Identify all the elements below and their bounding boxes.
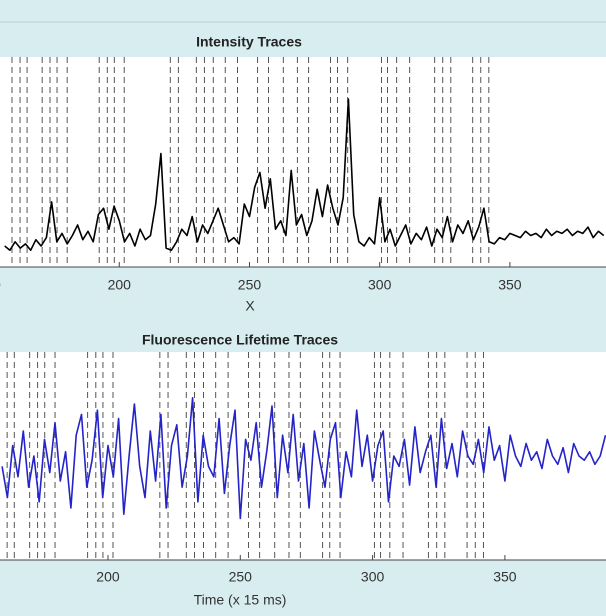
trace-line (1, 397, 606, 520)
x-tick-label: 350 (493, 569, 517, 585)
chart-title: Intensity Traces (196, 34, 302, 50)
x-tick-label: 300 (368, 277, 392, 293)
x-tick-label: 200 (96, 569, 120, 585)
trace-line (4, 98, 605, 251)
plot-area (0, 57, 606, 267)
plot-area (0, 352, 606, 560)
x-tick-label: 300 (361, 569, 385, 585)
x-axis-label: X (245, 298, 255, 314)
x-axis-label: Time (x 15 ms) (194, 592, 287, 608)
x-tick-label: 150 (0, 277, 1, 293)
x-tick-label: 200 (108, 277, 132, 293)
x-tick-label: 250 (229, 569, 253, 585)
x-tick-label: 250 (238, 277, 262, 293)
chart-title: Fluorescence Lifetime Traces (142, 332, 338, 348)
x-tick-label: 350 (498, 277, 522, 293)
